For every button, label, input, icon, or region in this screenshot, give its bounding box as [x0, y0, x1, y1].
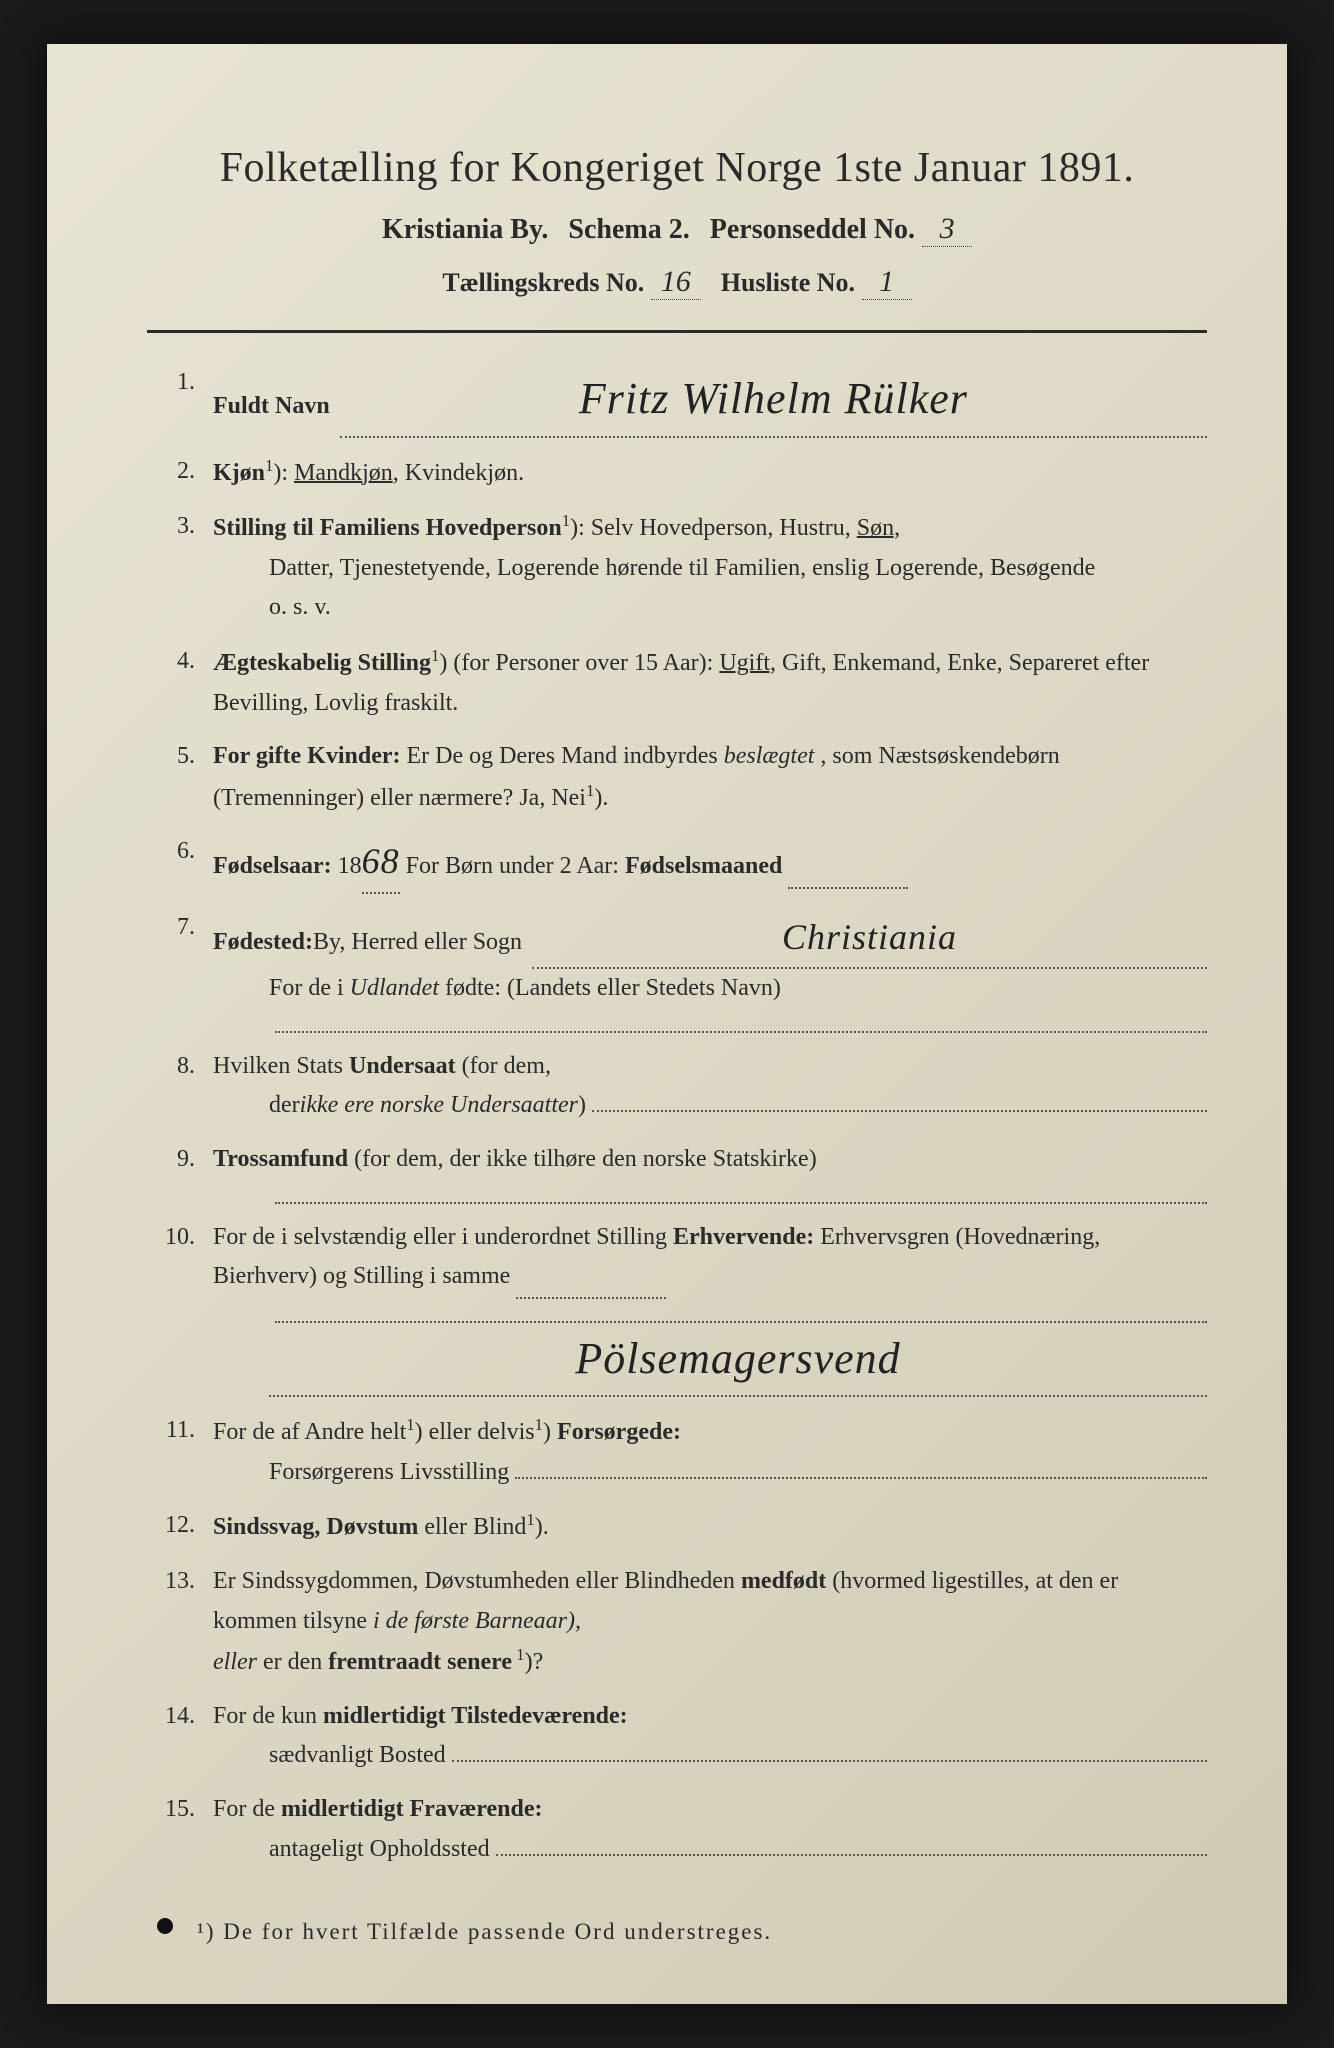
- kreds-value: 16: [651, 265, 701, 300]
- item-15: 15. For de midlertidigt Fraværende: anta…: [157, 1790, 1207, 1869]
- divider: [147, 330, 1207, 333]
- birthyear-value: 68: [362, 832, 400, 893]
- item-12: 12. Sindssvag, Døvstum eller Blind1).: [157, 1506, 1207, 1548]
- item-8: 8. Hvilken Stats Undersaat (for dem, der…: [157, 1047, 1207, 1126]
- gender-selected: Mandkjøn: [294, 460, 393, 486]
- main-title: Folketælling for Kongeriget Norge 1ste J…: [147, 144, 1207, 192]
- schema-label: Schema 2.: [568, 214, 689, 246]
- husliste-label: Husliste No. 1: [721, 265, 912, 300]
- item-9: 9. Trossamfund (for dem, der ikke tilhør…: [157, 1140, 1207, 1204]
- relation-selected: Søn,: [857, 515, 900, 541]
- personseddel-value: 3: [922, 212, 972, 247]
- item-11: 11. For de af Andre helt1) eller delvis1…: [157, 1411, 1207, 1492]
- subtitle-row-2: Tællingskreds No. 16 Husliste No. 1: [147, 265, 1207, 300]
- item-14: 14. For de kun midlertidigt Tilstedevære…: [157, 1697, 1207, 1776]
- form-header: Folketælling for Kongeriget Norge 1ste J…: [147, 144, 1207, 300]
- marital-selected: Ugift,: [719, 650, 776, 676]
- item-10: 10. For de i selvstændig eller i underor…: [157, 1218, 1207, 1398]
- form-items: 1. Fuldt Navn Fritz Wilhelm Rülker 2. Kj…: [147, 363, 1207, 1869]
- personseddel-label: Personseddel No. 3: [710, 212, 972, 247]
- item-3: 3. Stilling til Familiens Hovedperson1):…: [157, 507, 1207, 628]
- item-6: 6. Fødselsaar: 1868 For Børn under 2 Aar…: [157, 832, 1207, 893]
- item-1: 1. Fuldt Navn Fritz Wilhelm Rülker: [157, 363, 1207, 438]
- kreds-label: Tællingskreds No. 16: [442, 265, 700, 300]
- city-label: Kristiania By.: [382, 214, 548, 246]
- name-value: Fritz Wilhelm Rülker: [340, 363, 1207, 438]
- occupation-value: Pölsemagersvend: [269, 1323, 1207, 1398]
- item-5: 5. For gifte Kvinder: Er De og Deres Man…: [157, 737, 1207, 818]
- footnote: ¹) De for hvert Tilfælde passende Ord un…: [147, 1919, 1207, 1945]
- subtitle-row-1: Kristiania By. Schema 2. Personseddel No…: [147, 212, 1207, 247]
- item-7: 7. Fødested: By, Herred eller Sogn Chris…: [157, 908, 1207, 1033]
- item-13: 13. Er Sindssygdommen, Døvstumheden elle…: [157, 1562, 1207, 1683]
- census-form-page: Folketælling for Kongeriget Norge 1ste J…: [47, 44, 1287, 2004]
- husliste-value: 1: [862, 265, 912, 300]
- item-2: 2. Kjøn1): Mandkjøn, Kvindekjøn.: [157, 452, 1207, 494]
- ink-spot: [157, 1918, 173, 1934]
- item-4: 4. Ægteskabelig Stilling1) (for Personer…: [157, 642, 1207, 723]
- birthplace-value: Christiania: [532, 908, 1207, 969]
